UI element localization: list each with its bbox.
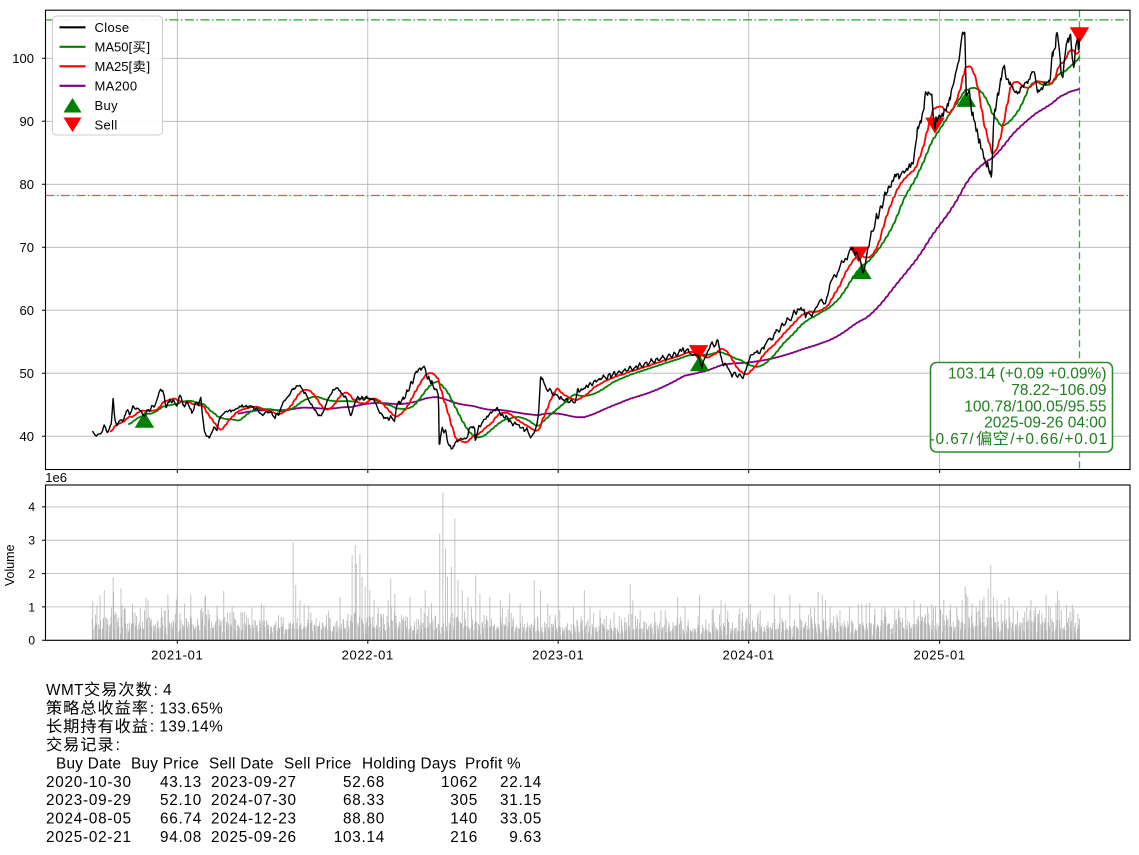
svg-text:Close: Close xyxy=(95,20,130,35)
svg-text:]: ] xyxy=(147,40,151,55)
svg-text:MA50[: MA50[ xyxy=(95,40,133,55)
svg-text:100: 100 xyxy=(12,51,34,66)
svg-text:Sell Price: Sell Price xyxy=(284,755,352,772)
svg-text:22.14: 22.14 xyxy=(500,774,542,791)
svg-text:2023-01: 2023-01 xyxy=(532,648,584,663)
svg-text:43.13: 43.13 xyxy=(160,774,202,791)
svg-text:52.10: 52.10 xyxy=(160,792,202,809)
svg-text:2024-01: 2024-01 xyxy=(723,648,775,663)
svg-text:80: 80 xyxy=(20,177,34,192)
svg-text:Buy: Buy xyxy=(95,98,119,113)
svg-text:60: 60 xyxy=(20,303,34,318)
svg-text:52.68: 52.68 xyxy=(343,774,385,791)
svg-text:3: 3 xyxy=(28,534,35,548)
svg-text:1: 1 xyxy=(28,600,35,614)
svg-text:Buy Price: Buy Price xyxy=(131,755,199,772)
svg-text:94.08: 94.08 xyxy=(160,829,202,846)
svg-text:103.14 (+0.09 +0.09%): 103.14 (+0.09 +0.09%) xyxy=(948,366,1107,383)
svg-text:: 133.65%: : 133.65% xyxy=(150,700,223,717)
svg-text:78.22~106.09: 78.22~106.09 xyxy=(1011,382,1106,399)
svg-text:Sell: Sell xyxy=(95,118,118,133)
svg-text:: 139.14%: : 139.14% xyxy=(150,719,223,736)
svg-text:1e6: 1e6 xyxy=(45,470,67,485)
svg-text:WMT: WMT xyxy=(46,682,84,699)
svg-text:1062: 1062 xyxy=(441,774,478,791)
svg-text:2025-09-26: 2025-09-26 xyxy=(211,829,297,846)
svg-text:2025-02-21: 2025-02-21 xyxy=(46,829,132,846)
svg-text:140: 140 xyxy=(450,810,478,827)
svg-text:40: 40 xyxy=(20,429,34,444)
svg-text:-0.67/: -0.67/ xyxy=(930,431,975,448)
svg-text:216: 216 xyxy=(450,829,478,846)
svg-text:2023-09-27: 2023-09-27 xyxy=(211,774,297,791)
svg-text:66.74: 66.74 xyxy=(160,810,202,827)
svg-text:Holding Days: Holding Days xyxy=(362,755,457,772)
svg-text:2: 2 xyxy=(28,567,35,581)
svg-text:2022-01: 2022-01 xyxy=(342,648,394,663)
svg-text:9.63: 9.63 xyxy=(509,829,542,846)
svg-text:MA25[: MA25[ xyxy=(95,59,133,74)
svg-text:/+0.66/+0.01: /+0.66/+0.01 xyxy=(1010,431,1108,448)
svg-text:90: 90 xyxy=(20,114,34,129)
svg-text:2025-01: 2025-01 xyxy=(914,648,966,663)
svg-text:100.78/100.05/95.55: 100.78/100.05/95.55 xyxy=(964,398,1106,415)
svg-text:MA200: MA200 xyxy=(95,79,138,94)
svg-text::: : xyxy=(116,737,120,754)
svg-text:31.15: 31.15 xyxy=(500,792,542,809)
svg-text:Profit %: Profit % xyxy=(465,755,521,772)
svg-text:88.80: 88.80 xyxy=(343,810,385,827)
svg-text:Volume: Volume xyxy=(3,544,17,586)
svg-text:: 4: : 4 xyxy=(154,682,173,699)
svg-text:Sell Date: Sell Date xyxy=(209,755,274,772)
svg-text:2024-12-23: 2024-12-23 xyxy=(211,810,297,827)
svg-text:2024-08-05: 2024-08-05 xyxy=(46,810,132,827)
svg-text:305: 305 xyxy=(450,792,478,809)
svg-text:2024-07-30: 2024-07-30 xyxy=(211,792,297,809)
svg-text:Buy Date: Buy Date xyxy=(56,755,121,772)
svg-text:2025-09-26 04:00: 2025-09-26 04:00 xyxy=(984,415,1107,432)
svg-text:2023-09-29: 2023-09-29 xyxy=(46,792,132,809)
svg-text:0: 0 xyxy=(28,634,35,648)
svg-text:50: 50 xyxy=(20,366,34,381)
svg-text:4: 4 xyxy=(28,500,35,514)
svg-text:68.33: 68.33 xyxy=(343,792,385,809)
svg-text:]: ] xyxy=(147,59,151,74)
svg-text:2021-01: 2021-01 xyxy=(151,648,203,663)
svg-text:103.14: 103.14 xyxy=(334,829,385,846)
svg-text:33.05: 33.05 xyxy=(500,810,542,827)
svg-text:70: 70 xyxy=(20,240,34,255)
svg-text:2020-10-30: 2020-10-30 xyxy=(46,774,132,791)
